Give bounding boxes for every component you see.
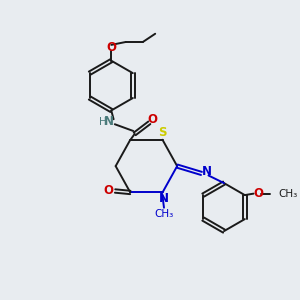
Text: N: N bbox=[159, 192, 169, 205]
Text: O: O bbox=[103, 184, 114, 197]
Text: N: N bbox=[202, 166, 212, 178]
Text: CH₃: CH₃ bbox=[154, 209, 174, 219]
Text: S: S bbox=[158, 126, 167, 139]
Text: O: O bbox=[254, 187, 264, 200]
Text: H: H bbox=[99, 117, 106, 127]
Text: O: O bbox=[148, 113, 158, 126]
Text: N: N bbox=[104, 116, 114, 128]
Text: CH₃: CH₃ bbox=[278, 189, 298, 199]
Text: O: O bbox=[106, 41, 116, 54]
